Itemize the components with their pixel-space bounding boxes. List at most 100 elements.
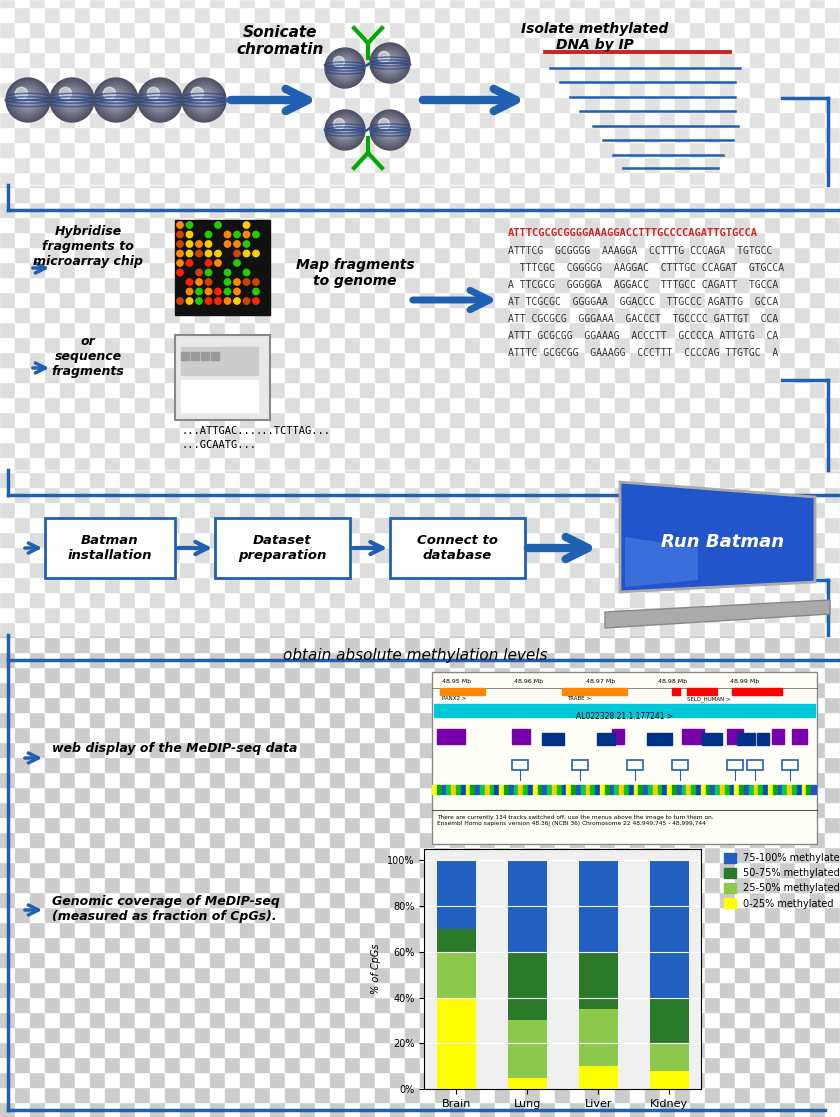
- Bar: [345, 367, 360, 382]
- Bar: [765, 517, 780, 532]
- Bar: [120, 952, 135, 967]
- Bar: [705, 592, 720, 607]
- Bar: [645, 0, 660, 7]
- Bar: [105, 22, 120, 37]
- Circle shape: [343, 66, 347, 70]
- Bar: [675, 562, 690, 577]
- Bar: [315, 217, 330, 232]
- Bar: [120, 322, 135, 337]
- Bar: [630, 397, 645, 412]
- Bar: [495, 397, 510, 412]
- Bar: [795, 172, 810, 187]
- Bar: [285, 667, 300, 682]
- Bar: [165, 637, 180, 652]
- Bar: [615, 97, 630, 112]
- Bar: [645, 427, 660, 442]
- Bar: [600, 952, 615, 967]
- Bar: [345, 247, 360, 262]
- Bar: [690, 697, 705, 712]
- Bar: [465, 592, 480, 607]
- Bar: [30, 217, 45, 232]
- Bar: [555, 187, 570, 202]
- Bar: [195, 1102, 210, 1117]
- Bar: [120, 292, 135, 307]
- Bar: [75, 292, 90, 307]
- Bar: [795, 697, 810, 712]
- Bar: [765, 397, 780, 412]
- Bar: [150, 772, 165, 787]
- Bar: [240, 562, 255, 577]
- Bar: [210, 412, 225, 427]
- Bar: [687, 688, 717, 695]
- Bar: [195, 337, 210, 352]
- Bar: [795, 562, 810, 577]
- Polygon shape: [605, 600, 830, 628]
- Bar: [825, 907, 840, 922]
- Bar: [210, 622, 225, 637]
- Bar: [795, 367, 810, 382]
- Bar: [420, 742, 435, 757]
- Bar: [465, 442, 480, 457]
- Bar: [810, 82, 825, 97]
- Text: ...GCAATG...: ...GCAATG...: [182, 440, 257, 450]
- Bar: [495, 577, 510, 592]
- Bar: [768, 785, 773, 794]
- Bar: [390, 157, 405, 172]
- Circle shape: [336, 59, 354, 77]
- Bar: [705, 787, 720, 802]
- Bar: [30, 187, 45, 202]
- Bar: [15, 517, 30, 532]
- Bar: [390, 892, 405, 907]
- Bar: [540, 52, 555, 67]
- Bar: [600, 157, 615, 172]
- Bar: [240, 7, 255, 22]
- Bar: [630, 712, 645, 727]
- Bar: [315, 622, 330, 637]
- Bar: [270, 1102, 285, 1117]
- Bar: [345, 187, 360, 202]
- Bar: [525, 802, 540, 817]
- Bar: [150, 622, 165, 637]
- Bar: [330, 727, 345, 742]
- Bar: [150, 547, 165, 562]
- Bar: [675, 682, 690, 697]
- Bar: [375, 502, 390, 517]
- Bar: [405, 487, 420, 502]
- Bar: [465, 785, 470, 794]
- Bar: [375, 637, 390, 652]
- Bar: [435, 262, 450, 277]
- Bar: [165, 97, 180, 112]
- Bar: [15, 937, 30, 952]
- Bar: [210, 217, 225, 232]
- Bar: [750, 607, 765, 622]
- Bar: [390, 1027, 405, 1042]
- Bar: [45, 712, 60, 727]
- Bar: [270, 262, 285, 277]
- Bar: [150, 442, 165, 457]
- Bar: [30, 967, 45, 982]
- Bar: [600, 277, 615, 292]
- Bar: [795, 187, 810, 202]
- Bar: [30, 712, 45, 727]
- Bar: [255, 367, 270, 382]
- Bar: [375, 907, 390, 922]
- Bar: [795, 232, 810, 247]
- Bar: [720, 1012, 735, 1027]
- Text: ATTTC GCGCGG  GAAAGG  CCCTTT  CCCCAG TTGTGC  A: ATTTC GCGCGG GAAAGG CCCTTT CCCCAG TTGTGC…: [508, 349, 778, 359]
- Bar: [45, 637, 60, 652]
- Bar: [795, 952, 810, 967]
- Bar: [390, 967, 405, 982]
- Bar: [540, 937, 555, 952]
- Bar: [525, 952, 540, 967]
- Bar: [225, 862, 240, 877]
- Bar: [480, 232, 495, 247]
- Bar: [540, 577, 555, 592]
- Bar: [45, 22, 60, 37]
- Bar: [470, 785, 475, 794]
- Bar: [555, 217, 570, 232]
- Bar: [795, 82, 810, 97]
- Bar: [135, 52, 150, 67]
- Bar: [150, 562, 165, 577]
- Bar: [360, 562, 375, 577]
- Bar: [780, 442, 795, 457]
